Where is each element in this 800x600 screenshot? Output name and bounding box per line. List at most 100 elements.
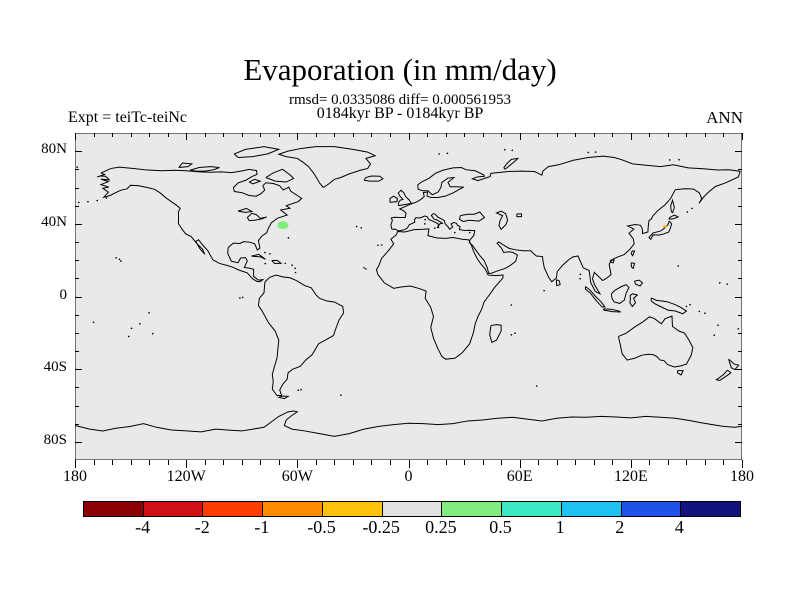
island-dot [543, 289, 545, 292]
colorbar-segment [202, 502, 263, 516]
colorbar-label: 2 [615, 517, 625, 537]
axis-tick [186, 460, 187, 468]
axis-tick [501, 133, 502, 137]
axis-tick [75, 424, 79, 425]
island-dot [510, 304, 513, 306]
island-dot [698, 310, 701, 313]
island-dot [284, 262, 287, 265]
island-dot [287, 237, 290, 239]
coastline [279, 396, 288, 399]
anomaly-patch [662, 225, 668, 228]
island-dot [105, 197, 108, 199]
island-dot [718, 282, 721, 284]
axis-tick [705, 133, 706, 137]
coastline [398, 190, 411, 205]
island-dot [151, 332, 154, 335]
axis-tick [205, 460, 206, 465]
island-dot [96, 199, 99, 202]
season-label: ANN [706, 108, 743, 127]
island-dot [587, 151, 590, 154]
axis-tick [427, 133, 428, 137]
axis-tick [723, 133, 724, 137]
axis-tick [738, 188, 742, 189]
axis-tick [75, 351, 79, 352]
colorbar-segment [560, 502, 621, 516]
axis-tick [686, 133, 687, 137]
island-dot [504, 148, 506, 151]
axis-tick [631, 133, 632, 140]
axis-tick [205, 133, 206, 137]
island-dot [686, 211, 689, 213]
chart-title: Evaporation (in mm/day) [243, 52, 557, 87]
axis-tick [557, 133, 558, 137]
colorbar-segment [620, 502, 681, 516]
axis-tick [112, 133, 113, 137]
x-axis-label: 180 [63, 468, 87, 485]
axis-tick [723, 460, 724, 465]
y-axis-label: 80S [43, 431, 67, 448]
island-dot [511, 149, 514, 152]
axis-tick [705, 460, 706, 465]
axis-tick [557, 460, 558, 465]
coastline [678, 371, 684, 375]
axis-tick [738, 206, 742, 207]
colorbar-segment [441, 502, 502, 516]
axis-tick [464, 460, 465, 465]
colorbar-label: -0.25 [362, 517, 400, 537]
island-dot [130, 327, 133, 330]
x-axis-label: 180 [730, 468, 754, 485]
island-dot [704, 312, 706, 315]
island-dot [446, 152, 449, 155]
colorbar-label: -0.5 [307, 517, 336, 537]
axis-tick [223, 460, 224, 465]
period-subtitle: 0184kyr BP - 0184kyr BP [316, 105, 484, 122]
axis-tick [520, 133, 521, 140]
island-dot [689, 303, 691, 306]
island-dot [294, 271, 297, 274]
coastline [238, 208, 252, 212]
axis-tick [612, 133, 613, 137]
island-dot [264, 262, 267, 265]
axis-tick [75, 460, 76, 468]
coastline [490, 325, 501, 343]
map-svg [75, 133, 742, 460]
y-axis-label: 0 [59, 286, 68, 303]
island-dot [377, 244, 379, 247]
axis-tick [631, 460, 632, 468]
island-dot [360, 227, 363, 229]
axis-tick [279, 460, 280, 465]
axis-tick [575, 460, 576, 465]
rmsd-diff-stats: rmsd= 0.0335086 diff= 0.000561953 [288, 92, 512, 108]
island-dot [92, 321, 95, 324]
island-dot [678, 158, 680, 161]
island-dot [514, 332, 516, 335]
axis-tick [738, 351, 742, 352]
axis-tick [94, 133, 95, 137]
axis-tick [75, 260, 79, 261]
colorbar-segment [680, 502, 741, 516]
axis-tick [409, 460, 410, 468]
island-dot [737, 328, 740, 330]
colorbar-label: 0.25 [425, 517, 457, 537]
colorbar-label: 4 [674, 517, 684, 537]
axis-tick [538, 133, 539, 137]
colorbar-label: 0.5 [489, 517, 512, 537]
axis-tick [390, 133, 391, 137]
island-dot [433, 227, 436, 230]
axis-tick [735, 151, 742, 152]
x-axis-label: 60W [281, 468, 313, 485]
island-dot [294, 267, 296, 270]
coastline [603, 309, 620, 312]
axis-tick [594, 460, 595, 465]
island-dot [453, 231, 456, 234]
island-dot [438, 153, 440, 155]
island-dot [668, 159, 671, 161]
island-dot [264, 251, 266, 254]
coastline [190, 167, 220, 172]
island-dot [241, 296, 244, 299]
colorbar-segment [321, 502, 382, 516]
axis-tick [371, 133, 372, 137]
axis-tick [686, 460, 687, 465]
island-dot [139, 322, 141, 325]
coastline [716, 370, 730, 380]
